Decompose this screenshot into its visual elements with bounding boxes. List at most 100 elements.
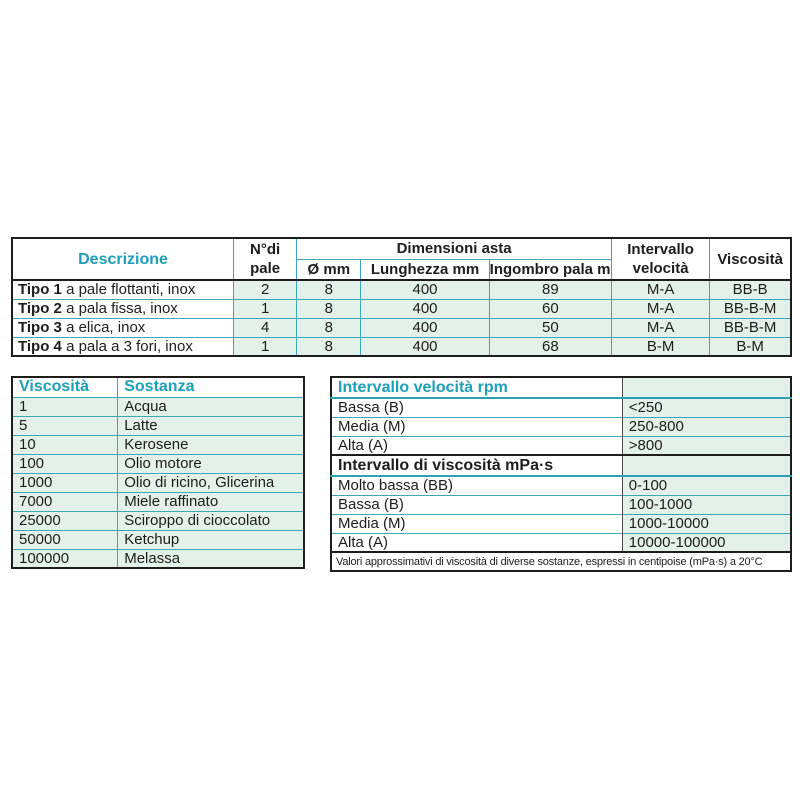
col-header-n-pale: N°di pale — [233, 237, 298, 281]
spec-description-cell: Tipo 1 a pale flottanti, inox — [11, 279, 235, 300]
viscosity-header-row: Viscosità Sostanza — [11, 376, 305, 398]
tipo-label: Tipo 4 — [18, 337, 62, 355]
velocita-value: M-A — [610, 317, 711, 338]
footnote-text: Valori approssimativi di viscosità di di… — [331, 551, 791, 571]
viscosity-section-header: Intervallo di viscosità mPa·s — [331, 454, 623, 477]
velocita-value: B-M — [610, 336, 711, 357]
viscosity-value: 5 — [11, 415, 119, 436]
viscosity-row: 100 Olio motore — [11, 453, 305, 474]
ingombro-value: 68 — [488, 336, 613, 357]
speed-range: 250-800 — [622, 416, 791, 436]
speed-label: Bassa (B) — [331, 397, 623, 417]
footnote-row: Valori approssimativi di viscosità di di… — [331, 551, 791, 571]
viscosity-range-row: Bassa (B) 100-1000 — [331, 494, 791, 514]
spec-description-cell: Tipo 2 a pala fissa, inox — [11, 298, 235, 319]
ingombro-value: 50 — [488, 317, 613, 338]
viscosity-range-row: Alta (A) 10000-100000 — [331, 532, 791, 552]
lunghezza-value: 400 — [360, 298, 490, 319]
spec-row-tipo-2: Tipo 2 a pala fissa, inox 1 8 400 60 M-A… — [11, 298, 792, 319]
viscosity-class-label: Bassa (B) — [331, 494, 623, 514]
viscosita-value: B-M — [709, 336, 792, 357]
viscosity-range: 100-1000 — [622, 494, 791, 514]
spec-table: Descrizione N°di pale Dimensioni asta In… — [11, 237, 792, 357]
n-pale-value: 4 — [233, 317, 298, 338]
viscosity-value: 50000 — [11, 529, 119, 550]
speed-header-empty-cell — [622, 376, 791, 399]
spec-description-cell: Tipo 3 a elica, inox — [11, 317, 235, 338]
n-pale-value: 2 — [233, 279, 298, 300]
tipo-label: Tipo 3 — [18, 319, 62, 336]
col-header-lunghezza: Lunghezza mm — [360, 258, 490, 281]
col-header-diametro: Ø mm — [296, 258, 362, 281]
substance-name: Olio di ricino, Glicerina — [117, 472, 305, 493]
substance-name: Melassa — [117, 548, 305, 569]
lunghezza-value: 400 — [360, 317, 490, 338]
substance-name: Olio motore — [117, 453, 305, 474]
viscosity-row: 10 Kerosene — [11, 434, 305, 455]
speed-range: <250 — [622, 397, 791, 417]
viscosity-value: 7000 — [11, 491, 119, 512]
tipo-label: Tipo 2 — [18, 300, 62, 317]
spec-description-cell: Tipo 4 a pala a 3 fori, inox — [11, 336, 235, 357]
viscosity-value: 100 — [11, 453, 119, 474]
lunghezza-value: 400 — [360, 279, 490, 300]
viscosita-value: BB-B-M — [709, 298, 792, 319]
viscosity-substance-table: Viscosità Sostanza 1 Acqua 5 Latte 10 Keros… — [11, 376, 305, 569]
col-header-viscosita: Viscosità — [709, 237, 792, 281]
viscosity-range: 0-100 — [622, 475, 791, 495]
tipo-description: a pala fissa, inox — [61, 300, 178, 317]
diametro-value: 8 — [296, 336, 362, 357]
diametro-value: 8 — [296, 317, 362, 338]
viscosity-value: 25000 — [11, 510, 119, 531]
speed-row: Bassa (B) <250 — [331, 397, 791, 417]
col-header-viscosita: Viscosità — [11, 376, 119, 398]
tipo-label: Tipo 1 — [18, 281, 62, 299]
substance-name: Sciroppo di cioccolato — [117, 510, 305, 531]
diametro-value: 8 — [296, 298, 362, 319]
substance-name: Latte — [117, 415, 305, 436]
viscosity-row: 7000 Miele raffinato — [11, 491, 305, 512]
viscosity-row: 25000 Sciroppo di cioccolato — [11, 510, 305, 531]
col-header-descrizione: Descrizione — [11, 237, 235, 281]
viscosity-class-label: Molto bassa (BB) — [331, 475, 623, 495]
substance-name: Acqua — [117, 396, 305, 417]
spec-header-row-2: Ø mm Lunghezza mm Ingombro pala mm — [12, 258, 791, 281]
col-header-sostanza: Sostanza — [117, 376, 305, 398]
tipo-description: a pale flottanti, inox — [61, 281, 196, 299]
viscosity-class-label: Media (M) — [331, 513, 623, 533]
velocita-value: M-A — [610, 298, 711, 319]
col-header-ingombro: Ingombro pala mm — [488, 258, 613, 281]
n-pale-value: 1 — [233, 298, 298, 319]
speed-label: Alta (A) — [331, 435, 623, 455]
viscosity-range: 10000-100000 — [622, 532, 791, 552]
spec-row-tipo-1: Tipo 1 a pale flottanti, inox 2 8 400 89… — [11, 279, 792, 300]
speed-row: Media (M) 250-800 — [331, 416, 791, 436]
speed-label: Media (M) — [331, 416, 623, 436]
viscosity-row: 1000 Olio di ricino, Glicerina — [11, 472, 305, 493]
speed-row: Alta (A) >800 — [331, 435, 791, 455]
viscosity-value: 1 — [11, 396, 119, 417]
viscosity-row: 5 Latte — [11, 415, 305, 436]
diametro-value: 8 — [296, 279, 362, 300]
viscosity-row: 1 Acqua — [11, 396, 305, 417]
viscosity-header-empty-cell — [622, 454, 791, 477]
ranges-table: Intervallo velocità rpm Bassa (B) <250 Me… — [330, 376, 792, 572]
substance-name: Kerosene — [117, 434, 305, 455]
velocita-value: M-A — [610, 279, 711, 300]
col-header-intervallo-velocita: Intervallo velocità — [610, 237, 711, 281]
viscosity-range-header-row: Intervallo di viscosità mPa·s — [331, 454, 791, 477]
substance-name: Miele raffinato — [117, 491, 305, 512]
viscosity-value: 10 — [11, 434, 119, 455]
n-pale-value: 1 — [233, 336, 298, 357]
tipo-description: a pala a 3 fori, inox — [61, 337, 193, 355]
lunghezza-value: 400 — [360, 336, 490, 357]
viscosity-range: 1000-10000 — [622, 513, 791, 533]
col-header-dimensioni-asta: Dimensioni asta — [296, 237, 612, 260]
substance-name: Ketchup — [117, 529, 305, 550]
speed-range: >800 — [622, 435, 791, 455]
spec-row-tipo-3: Tipo 3 a elica, inox 4 8 400 50 M-A BB-B… — [11, 317, 792, 338]
ingombro-value: 60 — [488, 298, 613, 319]
spec-header-row-1: Descrizione N°di pale Dimensioni asta In… — [11, 237, 792, 281]
ingombro-value: 89 — [488, 279, 613, 300]
